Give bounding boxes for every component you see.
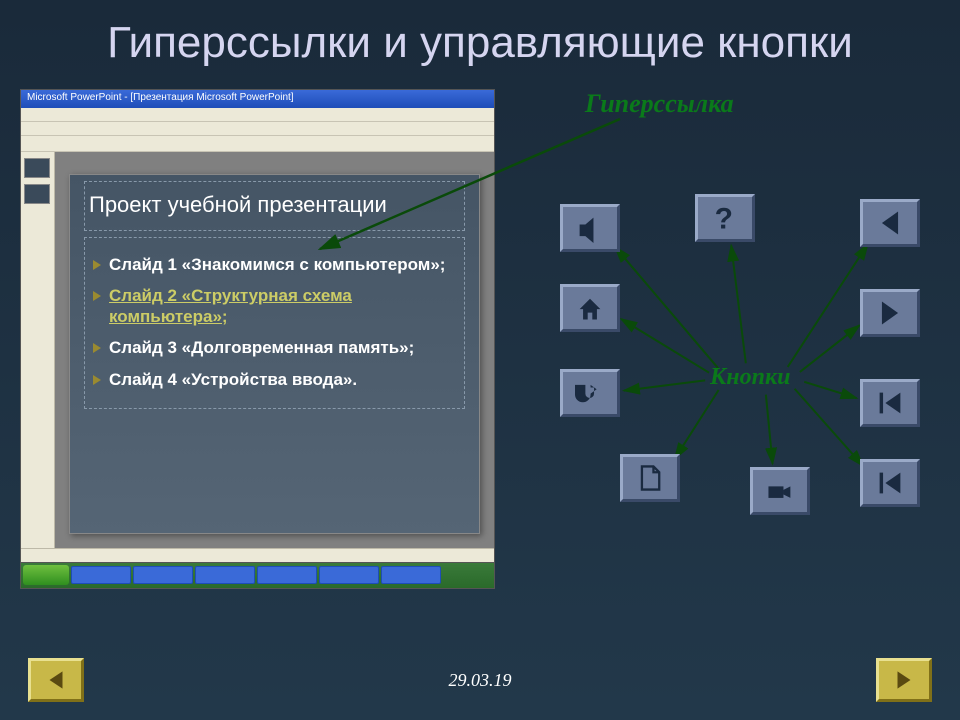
thumbnail xyxy=(24,184,50,204)
ppt-toolbar-2 xyxy=(21,136,494,152)
action-button-movie[interactable] xyxy=(750,467,810,515)
triangle-right-icon xyxy=(891,667,917,693)
slide-bullet: Слайд 3 «Долговременная память»; xyxy=(93,333,456,364)
camera-icon xyxy=(765,476,795,506)
action-button-home[interactable] xyxy=(560,284,620,332)
action-button-back[interactable] xyxy=(860,199,920,247)
slide-body: Слайд 1 «Знакомимся с компьютером»;Слайд… xyxy=(84,237,465,409)
taskbar-item[interactable] xyxy=(319,566,379,584)
slide-bullet-hyperlink[interactable]: Слайд 2 «Структурная схема компьютера»; xyxy=(93,281,456,334)
main-layout: Microsoft PowerPoint - [Презентация Micr… xyxy=(0,79,960,589)
taskbar-item[interactable] xyxy=(71,566,131,584)
slide-title: Проект учебной презентации xyxy=(84,181,465,231)
tri-left-icon xyxy=(875,208,905,238)
slide-bullet: Слайд 1 «Знакомимся с компьютером»; xyxy=(93,250,456,281)
taskbar-item[interactable] xyxy=(195,566,255,584)
action-button-sound[interactable] xyxy=(560,204,620,252)
ppt-statusbar xyxy=(21,548,494,562)
speaker-icon xyxy=(575,213,605,243)
windows-taskbar xyxy=(21,562,494,588)
bar-tri-left-icon xyxy=(875,468,905,498)
slide: Проект учебной презентации Слайд 1 «Знак… xyxy=(69,174,480,534)
powerpoint-window: Microsoft PowerPoint - [Презентация Micr… xyxy=(20,89,495,589)
footer: 29.03.19 xyxy=(0,658,960,702)
page-title: Гиперссылки и управляющие кнопки xyxy=(0,0,960,79)
ppt-menubar xyxy=(21,108,494,122)
triangle-left-icon xyxy=(43,667,69,693)
ppt-body: Проект учебной презентации Слайд 1 «Знак… xyxy=(21,152,494,548)
svg-text:?: ? xyxy=(715,203,733,233)
thumbnail xyxy=(24,158,50,178)
taskbar-item[interactable] xyxy=(133,566,193,584)
ppt-toolbar-1 xyxy=(21,122,494,136)
ppt-canvas: Проект учебной презентации Слайд 1 «Знак… xyxy=(55,152,494,548)
buttons-label: Кнопки xyxy=(710,364,790,391)
action-button-forward[interactable] xyxy=(860,289,920,337)
prev-slide-button[interactable] xyxy=(28,658,84,702)
action-button-first[interactable] xyxy=(860,379,920,427)
taskbar-item[interactable] xyxy=(257,566,317,584)
bar-tri-left-icon xyxy=(875,388,905,418)
action-button-return[interactable] xyxy=(560,369,620,417)
hyperlink-label: Гиперссылка xyxy=(585,89,734,119)
house-icon xyxy=(575,293,605,323)
slide-bullet: Слайд 4 «Устройства ввода». xyxy=(93,365,456,396)
action-button-help[interactable]: ? xyxy=(695,194,755,242)
action-button-document[interactable] xyxy=(620,454,680,502)
next-slide-button[interactable] xyxy=(876,658,932,702)
question-icon: ? xyxy=(710,203,740,233)
ppt-titlebar: Microsoft PowerPoint - [Презентация Micr… xyxy=(21,90,494,108)
uturn-icon xyxy=(575,378,605,408)
tri-right-icon xyxy=(875,298,905,328)
ppt-thumbnail-pane xyxy=(21,152,55,548)
start-button[interactable] xyxy=(23,565,69,585)
action-button-begin[interactable] xyxy=(860,459,920,507)
diagram-panel: Гиперссылка ? Кнопки xyxy=(525,89,940,559)
footer-date: 29.03.19 xyxy=(449,670,512,691)
page-icon xyxy=(635,463,665,493)
taskbar-item[interactable] xyxy=(381,566,441,584)
